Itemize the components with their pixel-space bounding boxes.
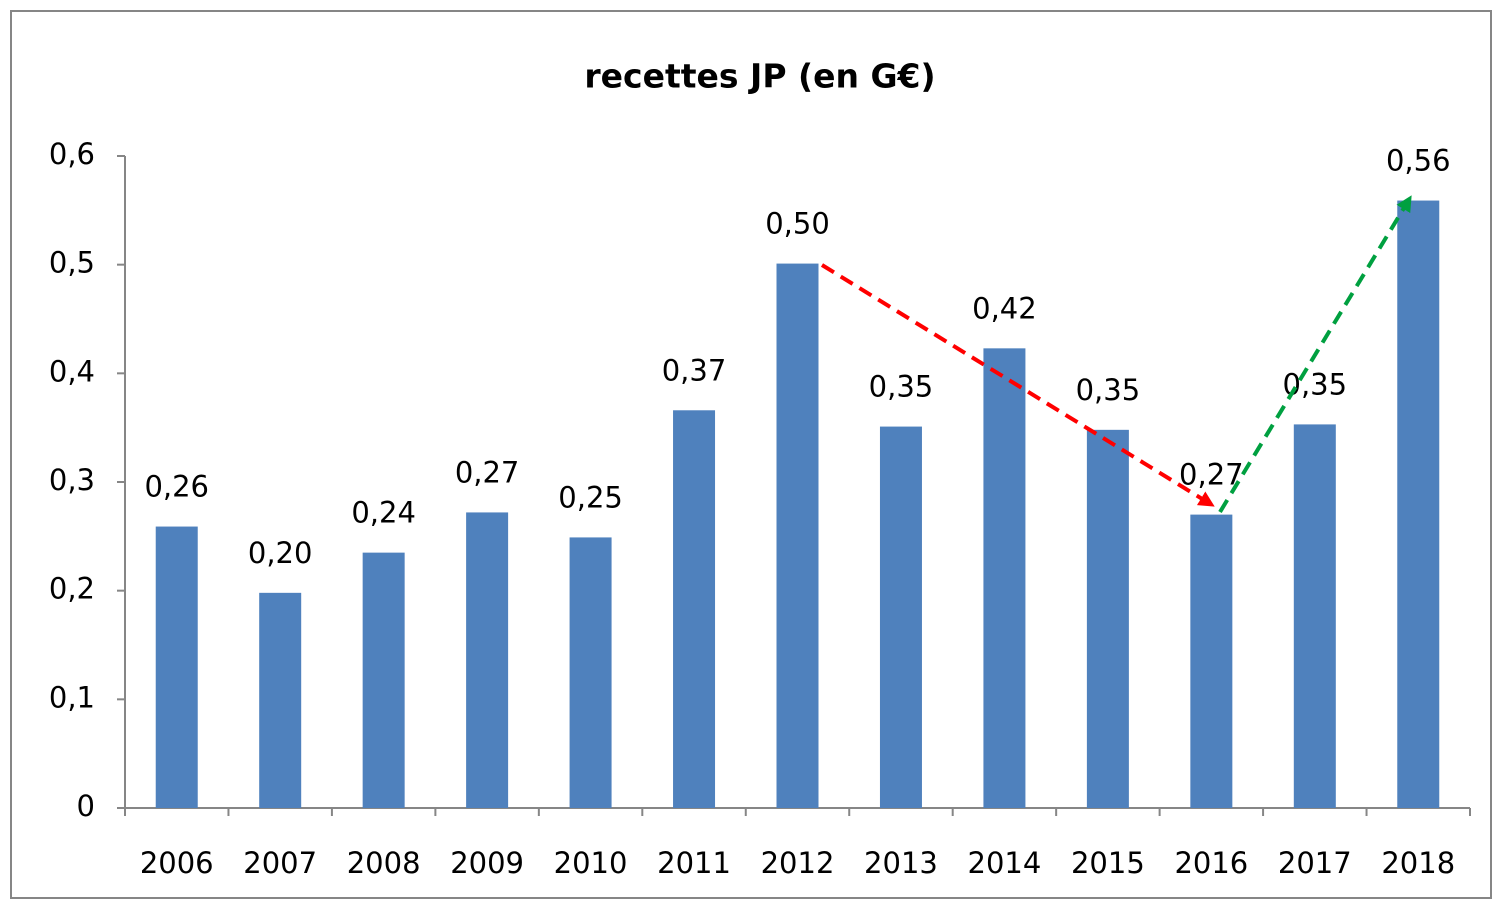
y-tick-label: 0,3 bbox=[49, 463, 95, 497]
y-tick-label: 0,5 bbox=[49, 246, 95, 280]
x-tick-label: 2015 bbox=[1071, 846, 1145, 880]
chart-border bbox=[10, 10, 1492, 899]
data-label: 0,25 bbox=[558, 480, 623, 514]
bar bbox=[569, 537, 612, 808]
rise-arrow bbox=[1218, 195, 1412, 514]
x-tick-label: 2018 bbox=[1381, 846, 1455, 880]
data-label: 0,27 bbox=[1179, 458, 1244, 492]
decline-arrow bbox=[820, 263, 1215, 507]
data-label: 0,24 bbox=[351, 496, 416, 530]
plot: 0 0,1 0,2 0,3 0,4 0,5 0,6 2006 0,26 2007 0,20 2008 0… bbox=[49, 137, 1471, 880]
y-tick-label: 0 bbox=[77, 789, 95, 823]
bar bbox=[1190, 514, 1233, 808]
bar bbox=[362, 552, 405, 808]
y-tick-label: 0,2 bbox=[49, 572, 95, 606]
bar bbox=[983, 348, 1026, 808]
data-label: 0,56 bbox=[1386, 144, 1451, 178]
bar bbox=[155, 526, 198, 808]
bar bbox=[1293, 424, 1336, 808]
bar bbox=[776, 263, 819, 809]
x-tick-label: 2014 bbox=[968, 846, 1042, 880]
x-tick-label: 2013 bbox=[864, 846, 938, 880]
data-label: 0,37 bbox=[662, 353, 727, 387]
bar bbox=[466, 512, 509, 808]
data-label: 0,20 bbox=[248, 536, 313, 570]
x-tick-label: 2007 bbox=[243, 846, 317, 880]
bar bbox=[259, 592, 302, 808]
x-tick-label: 2012 bbox=[761, 846, 835, 880]
x-tick-label: 2006 bbox=[140, 846, 214, 880]
data-label: 0,35 bbox=[1283, 367, 1348, 401]
y-tick-label: 0,1 bbox=[49, 680, 95, 714]
y-tick-label: 0,6 bbox=[49, 137, 95, 171]
x-tick-label: 2016 bbox=[1174, 846, 1248, 880]
bar bbox=[879, 426, 922, 808]
data-label: 0,35 bbox=[869, 370, 934, 404]
chart-title: recettes JP (en G€) bbox=[584, 57, 935, 96]
x-tick-label: 2009 bbox=[450, 846, 524, 880]
x-tick-label: 2011 bbox=[657, 846, 731, 880]
x-tick-label: 2008 bbox=[347, 846, 421, 880]
x-tick-label: 2017 bbox=[1278, 846, 1352, 880]
data-label: 0,27 bbox=[455, 455, 520, 489]
data-label: 0,35 bbox=[1076, 373, 1141, 407]
y-tick-label: 0,4 bbox=[49, 354, 95, 388]
data-label: 0,50 bbox=[765, 207, 830, 241]
bar bbox=[673, 410, 716, 808]
data-label: 0,42 bbox=[972, 291, 1037, 325]
bar bbox=[1397, 200, 1440, 808]
bar bbox=[1086, 429, 1129, 808]
x-tick-label: 2010 bbox=[554, 846, 628, 880]
data-label: 0,26 bbox=[144, 470, 209, 504]
